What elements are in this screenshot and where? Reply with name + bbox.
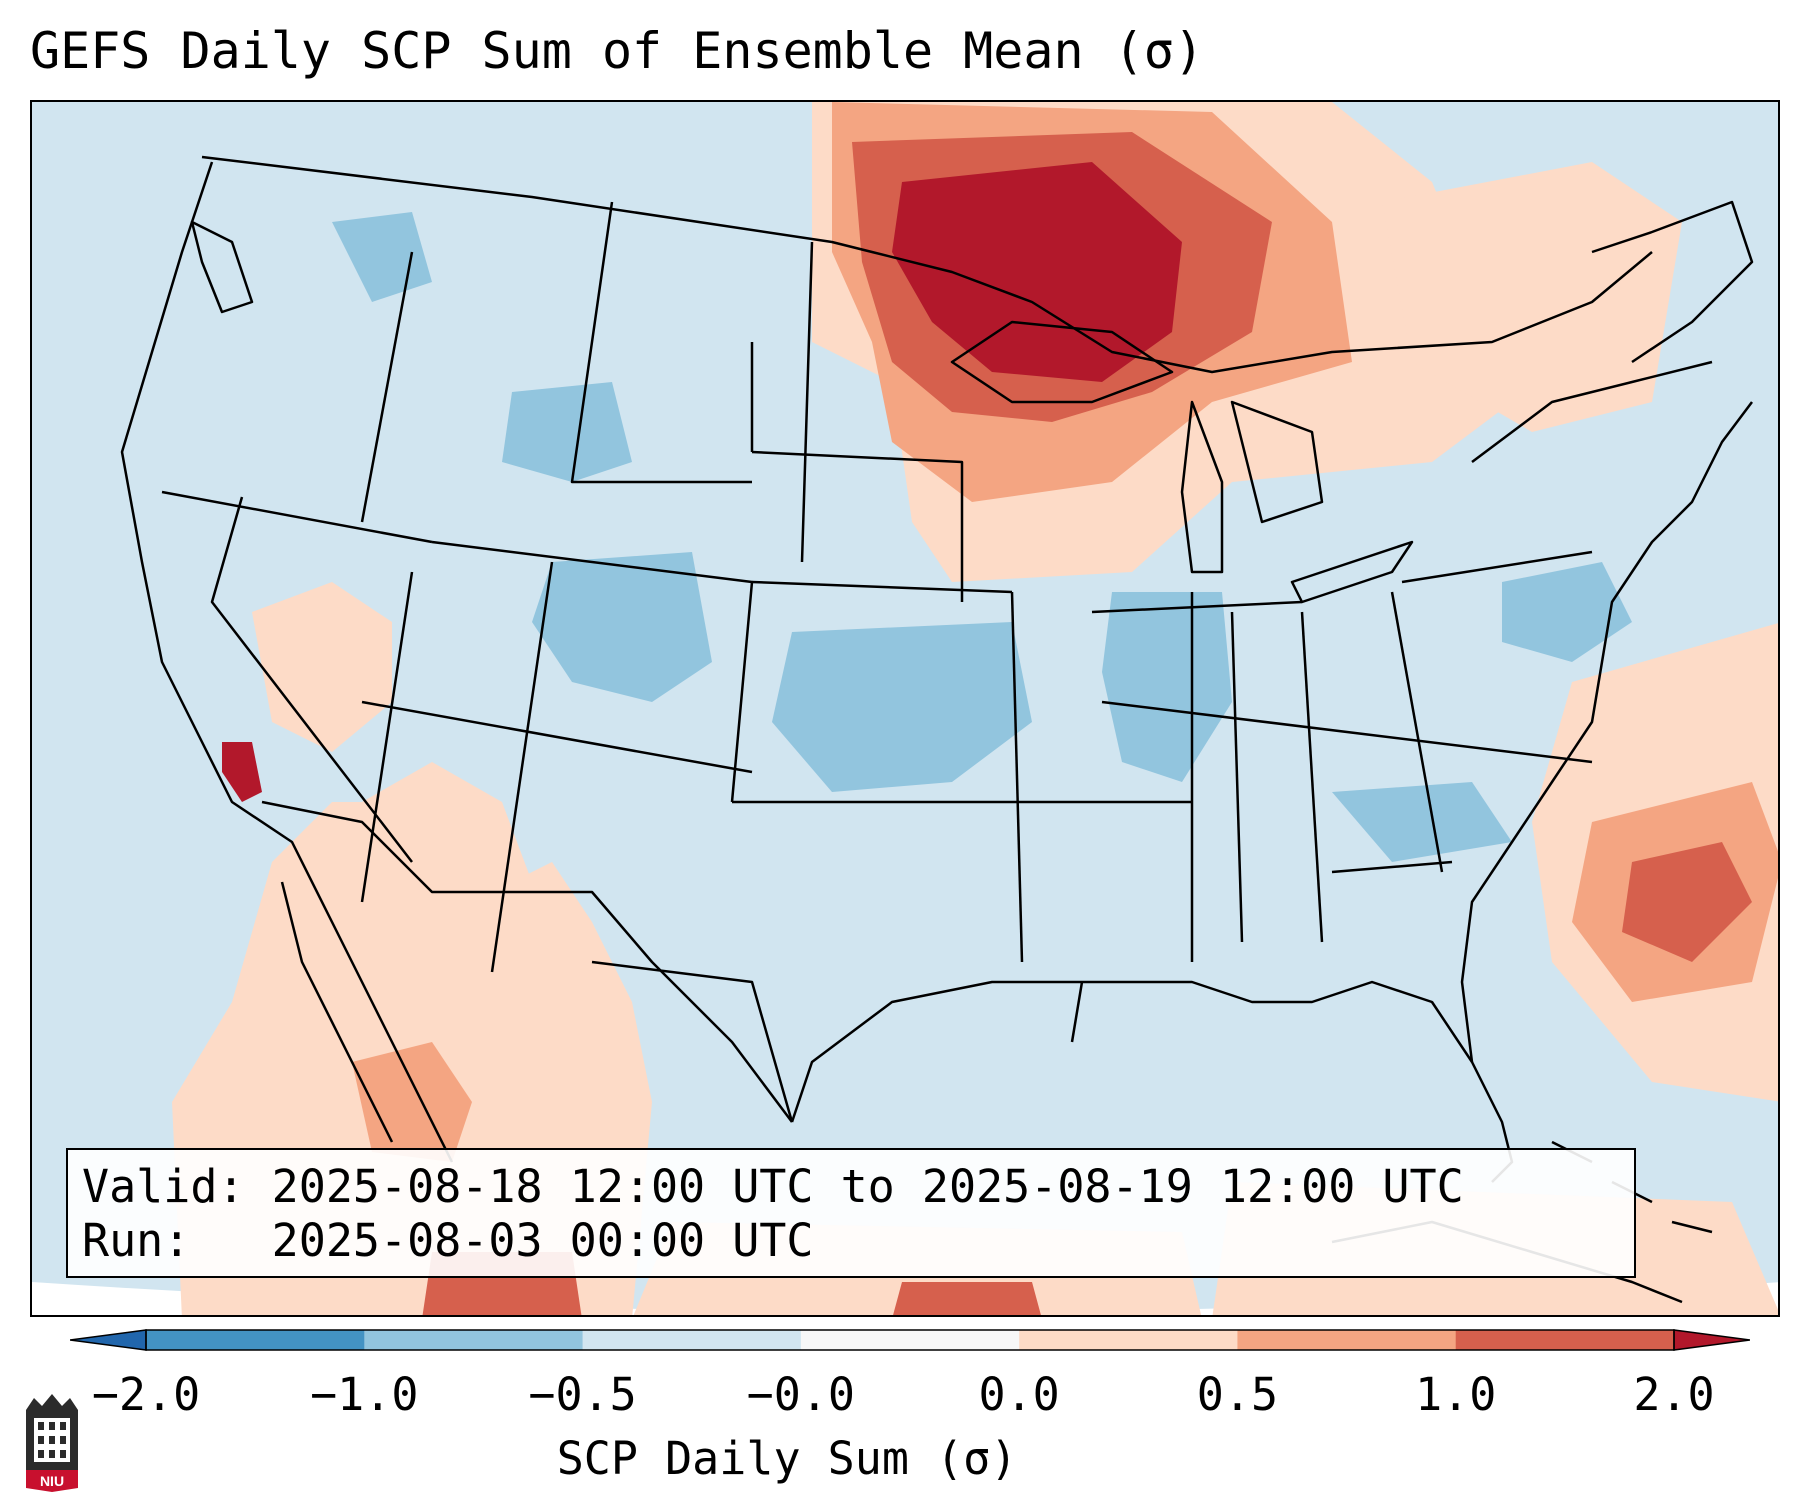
state-line-1 xyxy=(161,490,433,544)
colorbar-extend-low xyxy=(70,1329,147,1351)
state-line-9 xyxy=(751,450,964,602)
state-line-7 xyxy=(751,580,1013,594)
state-line-25 xyxy=(1331,860,1453,874)
lake-erie xyxy=(1290,540,1414,604)
gulf-coast xyxy=(790,980,1514,1183)
baja-coast xyxy=(280,881,394,1143)
negative-area-illinois xyxy=(1102,592,1232,782)
colorbar-segment xyxy=(364,1330,584,1350)
lake-superior xyxy=(950,320,1174,404)
colorbar-extend-high xyxy=(1673,1329,1750,1351)
map-title: GEFS Daily SCP Sum of Ensemble Mean (σ) xyxy=(30,22,1204,80)
negative-area-colorado xyxy=(532,552,712,702)
state-line-15 xyxy=(1230,611,1244,943)
negative-area-pennsylvania xyxy=(1502,562,1632,662)
strong-positive-caribbean xyxy=(893,1282,1041,1315)
state-line-17 xyxy=(1390,591,1444,873)
state-line-22 xyxy=(1091,600,1303,614)
east-coast xyxy=(1460,401,1753,1063)
state-line-18 xyxy=(1401,550,1593,584)
colorbar-segment xyxy=(582,1330,802,1350)
lake-michigan xyxy=(1180,400,1224,574)
very-strong-positive-great-lakes xyxy=(892,162,1182,382)
strong-positive-atlantic xyxy=(1622,842,1752,962)
validity-info-box: Valid: 2025-08-18 12:00 UTC to 2025-08-1… xyxy=(66,1148,1636,1278)
colorbar-tick-label: 0.5 xyxy=(1196,1368,1279,1421)
colorbar-label: SCP Daily Sum (σ) xyxy=(556,1432,1018,1485)
vancouver-island xyxy=(190,220,254,314)
state-line-3 xyxy=(360,571,414,903)
very-strong-positive-california xyxy=(222,742,262,802)
colorbar-segment xyxy=(1237,1330,1457,1350)
state-line-5 xyxy=(361,700,753,774)
colorbar-tick-label: −0.0 xyxy=(746,1368,856,1421)
state-line-21 xyxy=(800,241,814,563)
colorbar-segment xyxy=(800,1330,1020,1350)
state-line-20 xyxy=(360,251,414,523)
logo-text: NIU xyxy=(40,1473,64,1489)
colorbar-segment xyxy=(146,1330,365,1350)
moderate-positive-mexico xyxy=(352,1042,472,1162)
colorbar xyxy=(70,1329,1750,1351)
negative-area-wyoming xyxy=(502,382,632,482)
positive-area-arizona xyxy=(362,762,532,922)
negative-area-kansas xyxy=(772,622,1032,792)
colorbar-segment xyxy=(1455,1330,1675,1350)
boundaries xyxy=(120,155,1754,1304)
colorbar-tick-label: −0.5 xyxy=(528,1368,637,1421)
colorbar-tick-label: 0.0 xyxy=(978,1368,1060,1421)
run-time-text: Run: 2025-08-03 00:00 UTC xyxy=(82,1214,814,1267)
colorbar-segments xyxy=(146,1330,1675,1350)
niu-logo: NIU xyxy=(26,1394,78,1492)
colorbar-tick-label: −1.0 xyxy=(310,1368,419,1421)
west-coast xyxy=(120,161,454,1163)
lake-huron xyxy=(1230,400,1324,524)
state-line-6 xyxy=(490,561,554,973)
map-panel xyxy=(30,100,1780,1317)
colorbar-tick-label: 2.0 xyxy=(1633,1368,1715,1421)
us-mexico-border xyxy=(261,800,793,1123)
negative-area-carolinas xyxy=(1332,782,1512,862)
state-line-24 xyxy=(1070,981,1084,1043)
st-lawrence xyxy=(1471,360,1713,463)
hudson-area xyxy=(1591,200,1754,364)
state-line-14 xyxy=(1101,700,1593,764)
scp-map xyxy=(32,102,1778,1315)
colorbar-tick-label: 1.0 xyxy=(1415,1368,1497,1421)
colorbar-segment xyxy=(1019,1330,1238,1350)
colorbar-tick-label: −2.0 xyxy=(91,1368,201,1421)
positive-area-nevada xyxy=(252,582,392,752)
valid-time-text: Valid: 2025-08-18 12:00 UTC to 2025-08-1… xyxy=(82,1160,1464,1213)
colorbar-outline xyxy=(145,1329,1675,1351)
state-line-23 xyxy=(591,960,794,1123)
state-line-19 xyxy=(570,201,752,484)
positive-area-northeast-canada xyxy=(1382,162,1682,432)
state-line-2 xyxy=(210,496,413,863)
state-line-11 xyxy=(1010,591,1024,963)
state-line-16 xyxy=(1300,611,1324,943)
